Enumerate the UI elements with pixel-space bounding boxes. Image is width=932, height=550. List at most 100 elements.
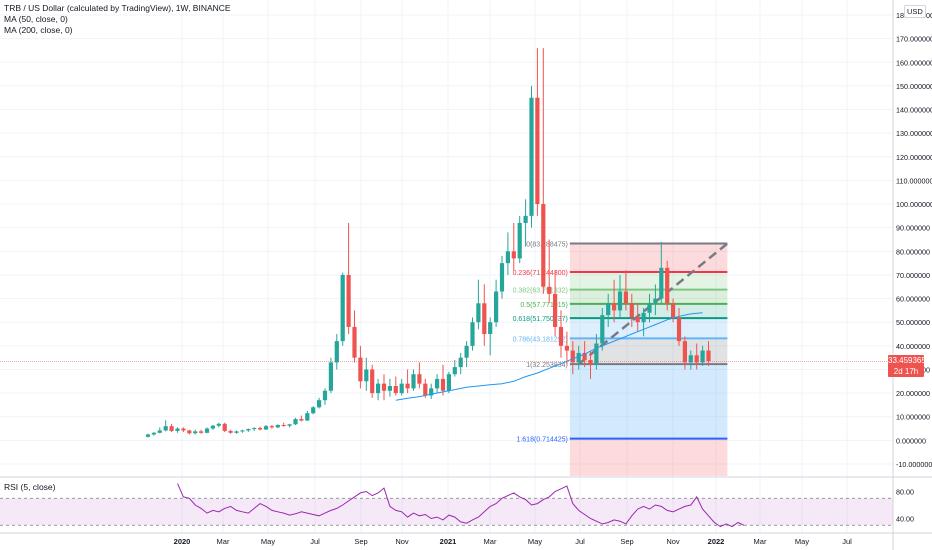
candle-body <box>352 326 357 358</box>
candle-body <box>564 345 569 351</box>
ma50-line <box>395 312 703 401</box>
candle-body <box>623 291 628 304</box>
candle-body <box>269 426 274 428</box>
candle-body <box>694 355 699 363</box>
candle-body <box>246 429 251 431</box>
candle-body <box>423 383 428 396</box>
grid <box>0 0 893 533</box>
candle-body <box>470 322 475 346</box>
y-tick-label: 110.000000 <box>896 176 932 185</box>
candle-body <box>317 400 322 408</box>
x-tick-label: Jul <box>310 537 320 546</box>
x-tick-label: Mar <box>484 537 497 546</box>
candle-body <box>494 291 499 323</box>
candle-body <box>570 350 575 363</box>
y-tick-label: 140.000000 <box>896 106 932 115</box>
candle-body <box>340 274 345 342</box>
candle-body <box>399 383 404 394</box>
candle-body <box>145 434 151 437</box>
candle-body <box>576 352 581 363</box>
candle-body <box>458 357 463 368</box>
candle-body <box>151 432 156 435</box>
candle-body <box>435 378 440 389</box>
y-tick-label: 130.000000 <box>896 129 932 138</box>
candle-body <box>505 251 510 264</box>
x-tick-label: May <box>795 537 809 546</box>
x-tick-label: Nov <box>666 537 680 546</box>
candle-body <box>665 267 670 304</box>
ma-line <box>395 312 703 401</box>
last-price-value: 33.459365 <box>888 356 926 366</box>
candle-body <box>517 222 522 259</box>
fib-level-label: 0.786(43.181292) <box>513 336 568 343</box>
x-tick-label: Mar <box>754 537 767 546</box>
candle-body <box>600 315 605 344</box>
candle-body <box>275 425 280 428</box>
y-tick-label: 70.000000 <box>896 271 930 280</box>
candle-body <box>523 215 528 223</box>
y-tick-label: 80.000000 <box>896 247 930 256</box>
candle-body <box>529 97 534 216</box>
legend-title[interactable]: TRB / US Dollar (calculated by TradingVi… <box>4 3 231 13</box>
candle-body <box>499 263 505 292</box>
candle-body <box>547 286 552 294</box>
candle-body <box>688 355 693 363</box>
fib-level-label: 1.618(0.714425) <box>516 437 567 444</box>
x-tick-label: Jul <box>842 537 852 546</box>
last-price-countdown: 2d 17h <box>893 367 919 377</box>
candle-body <box>193 431 198 434</box>
fib-band <box>569 364 728 439</box>
candle-body <box>541 204 546 287</box>
candle-body <box>612 303 617 311</box>
candle-body <box>252 428 257 430</box>
x-tick-label: 2021 <box>440 537 457 546</box>
candle-body <box>488 322 493 335</box>
candle-body <box>553 293 558 327</box>
fib-level-label: 0(83.288475) <box>526 242 568 249</box>
y-tick-label: 20.000000 <box>896 389 930 398</box>
candle-body <box>181 428 186 431</box>
candle-body <box>464 345 469 358</box>
candle-body <box>210 425 215 429</box>
candle-body <box>281 425 286 427</box>
trend-line <box>577 242 729 366</box>
rsi-line <box>177 483 745 528</box>
candle-body <box>293 419 298 425</box>
candle-body <box>511 251 516 259</box>
candle-body <box>682 341 687 363</box>
fib-level-label: 1(32.253834) <box>526 362 568 369</box>
legend-ma50[interactable]: MA (50, close, 0) <box>4 14 68 24</box>
candle-body <box>417 374 422 384</box>
candle-body <box>706 350 711 362</box>
candle-body <box>452 367 457 375</box>
rsi-tick-label: 80.00 <box>896 488 914 497</box>
legend-ma200[interactable]: MA (200, close, 0) <box>4 25 73 35</box>
currency-badge[interactable]: USD <box>904 5 926 18</box>
candle-body <box>370 369 375 394</box>
fib-band <box>569 289 728 304</box>
y-tick-label: 150.000000 <box>896 82 932 91</box>
candle-body <box>163 426 168 431</box>
y-tick-label: 120.000000 <box>896 153 932 162</box>
candle-body <box>606 303 611 316</box>
candle-body <box>629 303 634 318</box>
y-tick-label: 160.000000 <box>896 58 932 67</box>
candle-body <box>387 386 392 391</box>
y-tick-label: 10.000000 <box>896 413 930 422</box>
candle-body <box>617 291 623 311</box>
candle-body <box>334 341 339 363</box>
y-tick-label: 100.000000 <box>896 200 932 209</box>
candle-body <box>558 326 564 346</box>
candle-body <box>216 423 221 426</box>
y-tick-label: 50.000000 <box>896 318 930 327</box>
candle-body <box>287 424 292 426</box>
candle-body <box>299 419 304 421</box>
candle-body <box>429 388 434 396</box>
candle-body <box>311 407 316 414</box>
candle-body <box>364 369 369 382</box>
rsi-legend[interactable]: RSI (5, close) <box>4 482 56 492</box>
candle-body <box>535 97 540 205</box>
